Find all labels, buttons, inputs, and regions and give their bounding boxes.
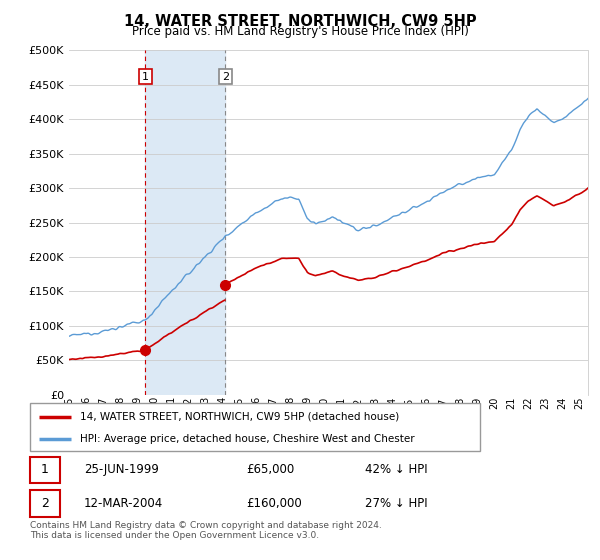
- Text: 42% ↓ HPI: 42% ↓ HPI: [365, 463, 427, 477]
- Text: £65,000: £65,000: [246, 463, 294, 477]
- Text: 1: 1: [41, 463, 49, 477]
- Text: Price paid vs. HM Land Registry's House Price Index (HPI): Price paid vs. HM Land Registry's House …: [131, 25, 469, 38]
- Text: HPI: Average price, detached house, Cheshire West and Chester: HPI: Average price, detached house, Ches…: [79, 434, 414, 444]
- Text: 1: 1: [142, 72, 149, 82]
- FancyBboxPatch shape: [30, 491, 60, 516]
- Text: 2: 2: [41, 497, 49, 510]
- Text: 2: 2: [221, 72, 229, 82]
- Bar: [145, 50, 225, 395]
- Text: 12-MAR-2004: 12-MAR-2004: [84, 497, 163, 510]
- Text: £160,000: £160,000: [246, 497, 302, 510]
- Text: 25-JUN-1999: 25-JUN-1999: [84, 463, 159, 477]
- Text: 14, WATER STREET, NORTHWICH, CW9 5HP: 14, WATER STREET, NORTHWICH, CW9 5HP: [124, 14, 476, 29]
- Text: Contains HM Land Registry data © Crown copyright and database right 2024.
This d: Contains HM Land Registry data © Crown c…: [30, 521, 382, 540]
- FancyBboxPatch shape: [30, 457, 60, 483]
- Text: 27% ↓ HPI: 27% ↓ HPI: [365, 497, 427, 510]
- FancyBboxPatch shape: [30, 403, 480, 451]
- Text: 14, WATER STREET, NORTHWICH, CW9 5HP (detached house): 14, WATER STREET, NORTHWICH, CW9 5HP (de…: [79, 412, 399, 422]
